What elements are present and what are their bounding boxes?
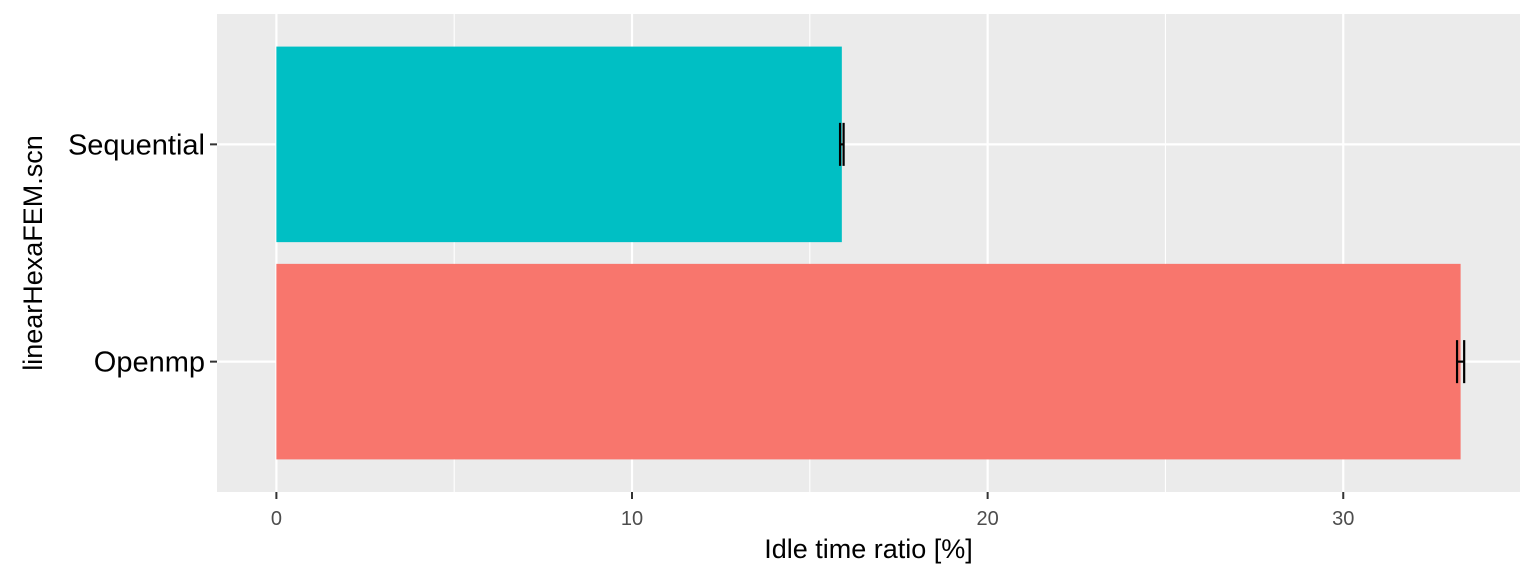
- error-bars: [838, 122, 1466, 384]
- bar-openmp: [276, 263, 1461, 460]
- x-tick-label: 10: [621, 508, 643, 530]
- bar-sequential: [276, 46, 842, 243]
- y-axis: Openmp Sequential: [68, 129, 217, 379]
- x-tick-label: 20: [977, 508, 999, 530]
- x-axis: 0 10 20 30: [271, 492, 1354, 530]
- bars: [276, 46, 1461, 460]
- x-tick-label: 0: [271, 508, 282, 530]
- x-axis-title: Idle time ratio [%]: [764, 534, 973, 564]
- y-tick-label: Openmp: [94, 347, 205, 379]
- y-axis-title: linearHexaFEM.scn: [18, 135, 48, 371]
- y-tick-label: Sequential: [68, 129, 205, 161]
- x-tick-label: 30: [1332, 508, 1354, 530]
